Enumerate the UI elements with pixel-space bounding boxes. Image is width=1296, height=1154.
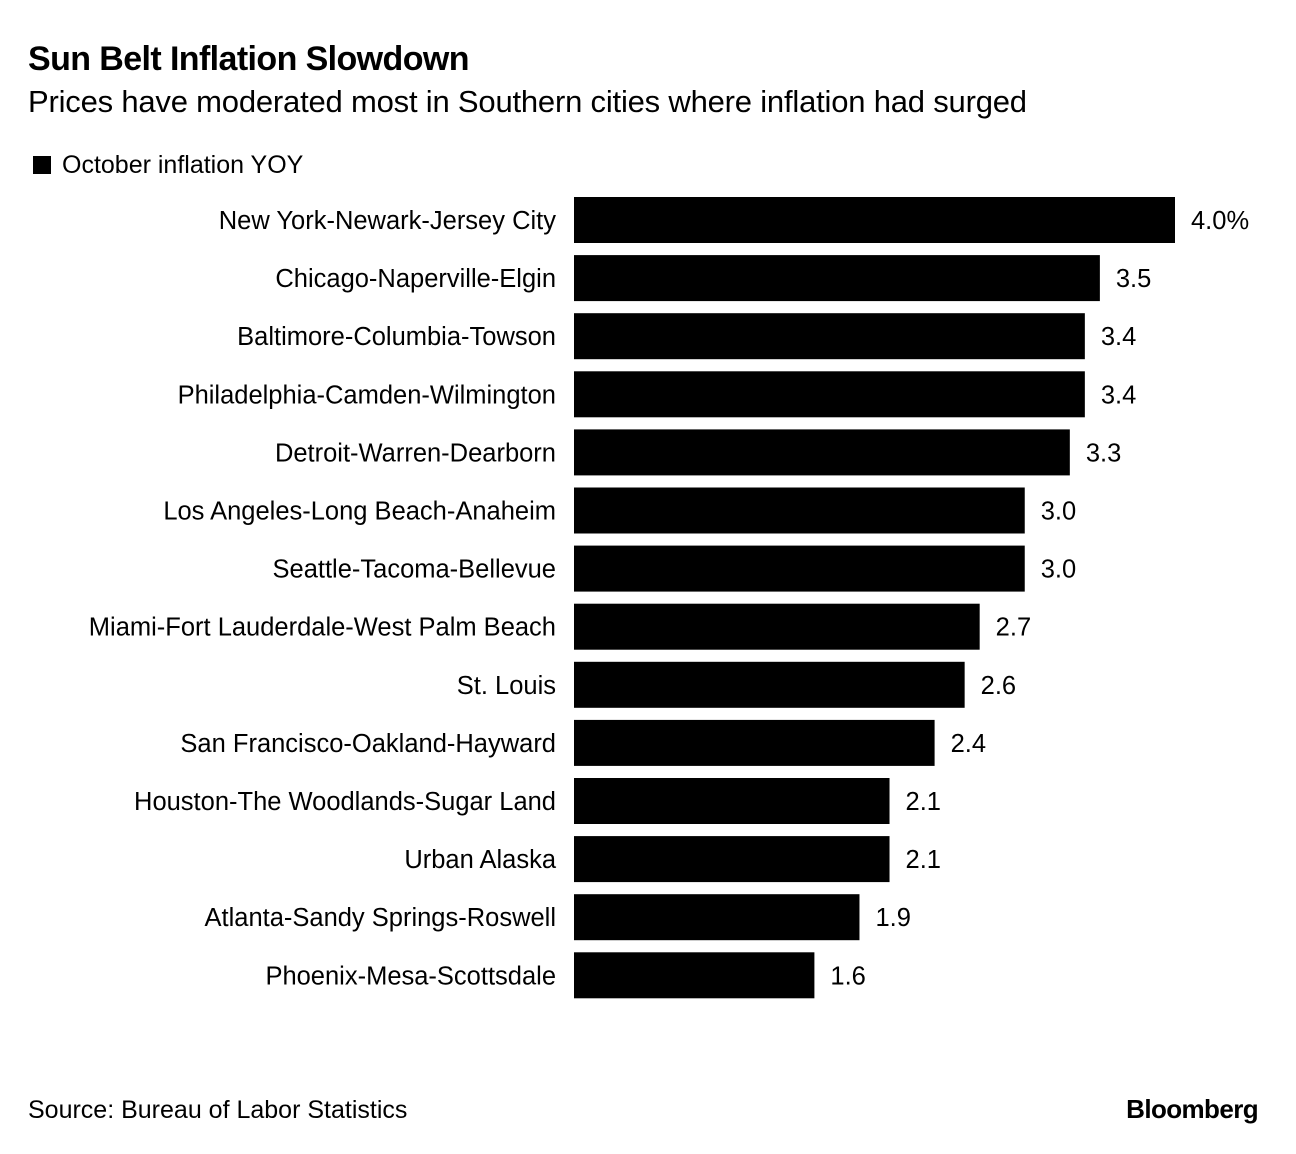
category-label: Atlanta-Sandy Springs-Roswell: [205, 904, 557, 932]
bar: [574, 661, 965, 708]
category-label: San Francisco-Oakland-Hayward: [180, 730, 556, 758]
bar: [574, 894, 860, 941]
bar: [574, 487, 1025, 534]
value-label: 3.5: [1116, 265, 1151, 293]
category-label: Chicago-Naperville-Elgin: [275, 265, 556, 293]
bar: [574, 313, 1085, 360]
bar: [574, 952, 815, 999]
bar: [574, 545, 1025, 592]
value-label: 3.4: [1101, 323, 1136, 351]
value-label: 1.9: [875, 904, 910, 932]
value-label: 3.0: [1041, 498, 1076, 526]
category-label: Baltimore-Columbia-Towson: [237, 323, 556, 351]
category-label: Philadelphia-Camden-Wilmington: [178, 381, 556, 409]
category-label: Seattle-Tacoma-Bellevue: [273, 556, 556, 584]
bar: [574, 836, 890, 883]
bar: [574, 255, 1100, 302]
bar: [574, 778, 890, 824]
value-label: 1.6: [830, 962, 865, 990]
value-label: 4.0%: [1191, 207, 1249, 235]
value-label: 2.1: [906, 846, 941, 874]
chart-subtitle: Prices have moderated most in Southern c…: [28, 84, 1027, 119]
bar: [574, 429, 1070, 476]
category-label: Houston-The Woodlands-Sugar Land: [134, 788, 556, 816]
category-label: Detroit-Warren-Dearborn: [275, 439, 556, 467]
bar: [574, 603, 980, 650]
category-label: Miami-Fort Lauderdale-West Palm Beach: [89, 614, 556, 642]
value-label: 2.4: [951, 730, 986, 758]
category-label: Phoenix-Mesa-Scottsdale: [265, 962, 556, 990]
legend-swatch: [33, 156, 51, 174]
category-label: St. Louis: [457, 672, 556, 700]
category-label: New York-Newark-Jersey City: [219, 207, 557, 235]
bar: [574, 371, 1085, 418]
source-note: Source: Bureau of Labor Statistics: [28, 1096, 408, 1124]
value-label: 3.0: [1041, 556, 1076, 584]
value-label: 3.4: [1101, 381, 1136, 409]
bar: [574, 197, 1175, 243]
chart-title: Sun Belt Inflation Slowdown: [28, 40, 469, 78]
legend-label: October inflation YOY: [62, 150, 304, 179]
value-label: 3.3: [1086, 439, 1121, 467]
value-label: 2.6: [981, 672, 1016, 700]
bar: [574, 719, 935, 766]
value-label: 2.7: [996, 614, 1031, 642]
bloomberg-logo: Bloomberg: [1126, 1094, 1258, 1124]
value-label: 2.1: [906, 788, 941, 816]
legend: October inflation YOY: [33, 148, 303, 182]
category-label: Los Angeles-Long Beach-Anaheim: [163, 498, 556, 526]
category-label: Urban Alaska: [404, 846, 556, 874]
